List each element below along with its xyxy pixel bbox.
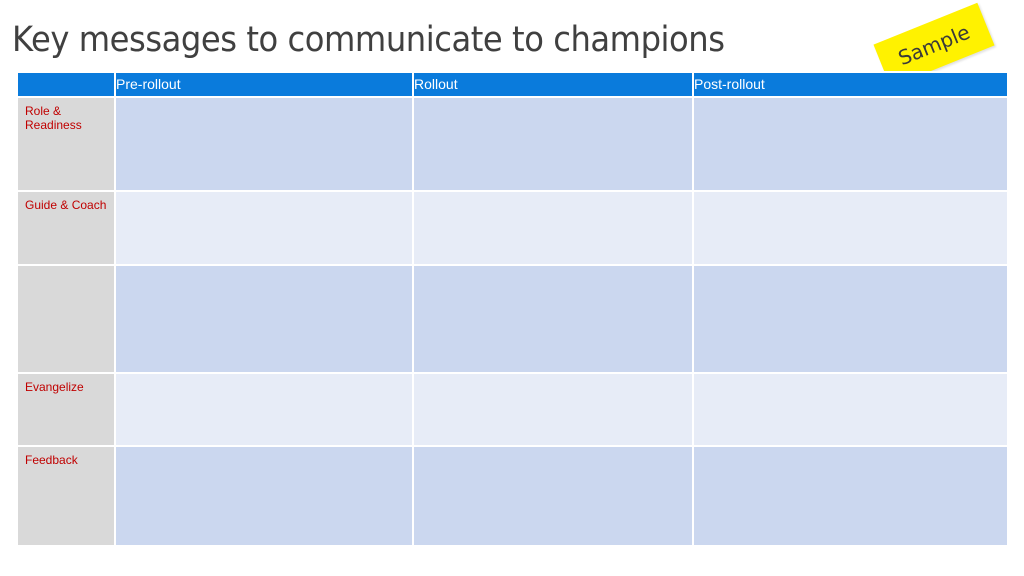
row-label-guide-coach: Guide & Coach <box>16 190 116 266</box>
table-cell <box>412 445 694 547</box>
row-label-role-readiness: Role & Readiness <box>16 96 116 192</box>
page-title: Key messages to communicate to champions <box>12 20 725 60</box>
header-rollout: Rollout <box>412 71 694 98</box>
table-cell <box>412 96 694 192</box>
table-cell <box>692 445 1009 547</box>
table-row: Feedback <box>16 445 1009 547</box>
table-cell <box>412 190 694 266</box>
row-label-evangelize: Evangelize <box>16 372 116 447</box>
table-row: Role & Readiness <box>16 96 1009 192</box>
table-cell <box>114 445 414 547</box>
table-cell <box>412 372 694 447</box>
table-cell <box>114 372 414 447</box>
table-cell <box>114 190 414 266</box>
header-corner <box>16 71 116 98</box>
table-cell <box>692 372 1009 447</box>
table-header-row: Pre-rollout Rollout Post-rollout <box>16 71 1009 98</box>
key-messages-table: Pre-rollout Rollout Post-rollout Role & … <box>16 71 1009 547</box>
table-row: Evangelize <box>16 372 1009 447</box>
table-cell <box>692 190 1009 266</box>
table-cell <box>114 264 414 374</box>
table-cell <box>114 96 414 192</box>
table-cell <box>692 264 1009 374</box>
header-post-rollout: Post-rollout <box>692 71 1009 98</box>
table-cell <box>412 264 694 374</box>
sticky-note-text: Sample <box>894 19 974 71</box>
table-cell <box>692 96 1009 192</box>
row-label-feedback: Feedback <box>16 445 116 547</box>
header-pre-rollout: Pre-rollout <box>114 71 414 98</box>
table-row <box>16 264 1009 374</box>
table-row: Guide & Coach <box>16 190 1009 266</box>
row-label-empty <box>16 264 116 374</box>
